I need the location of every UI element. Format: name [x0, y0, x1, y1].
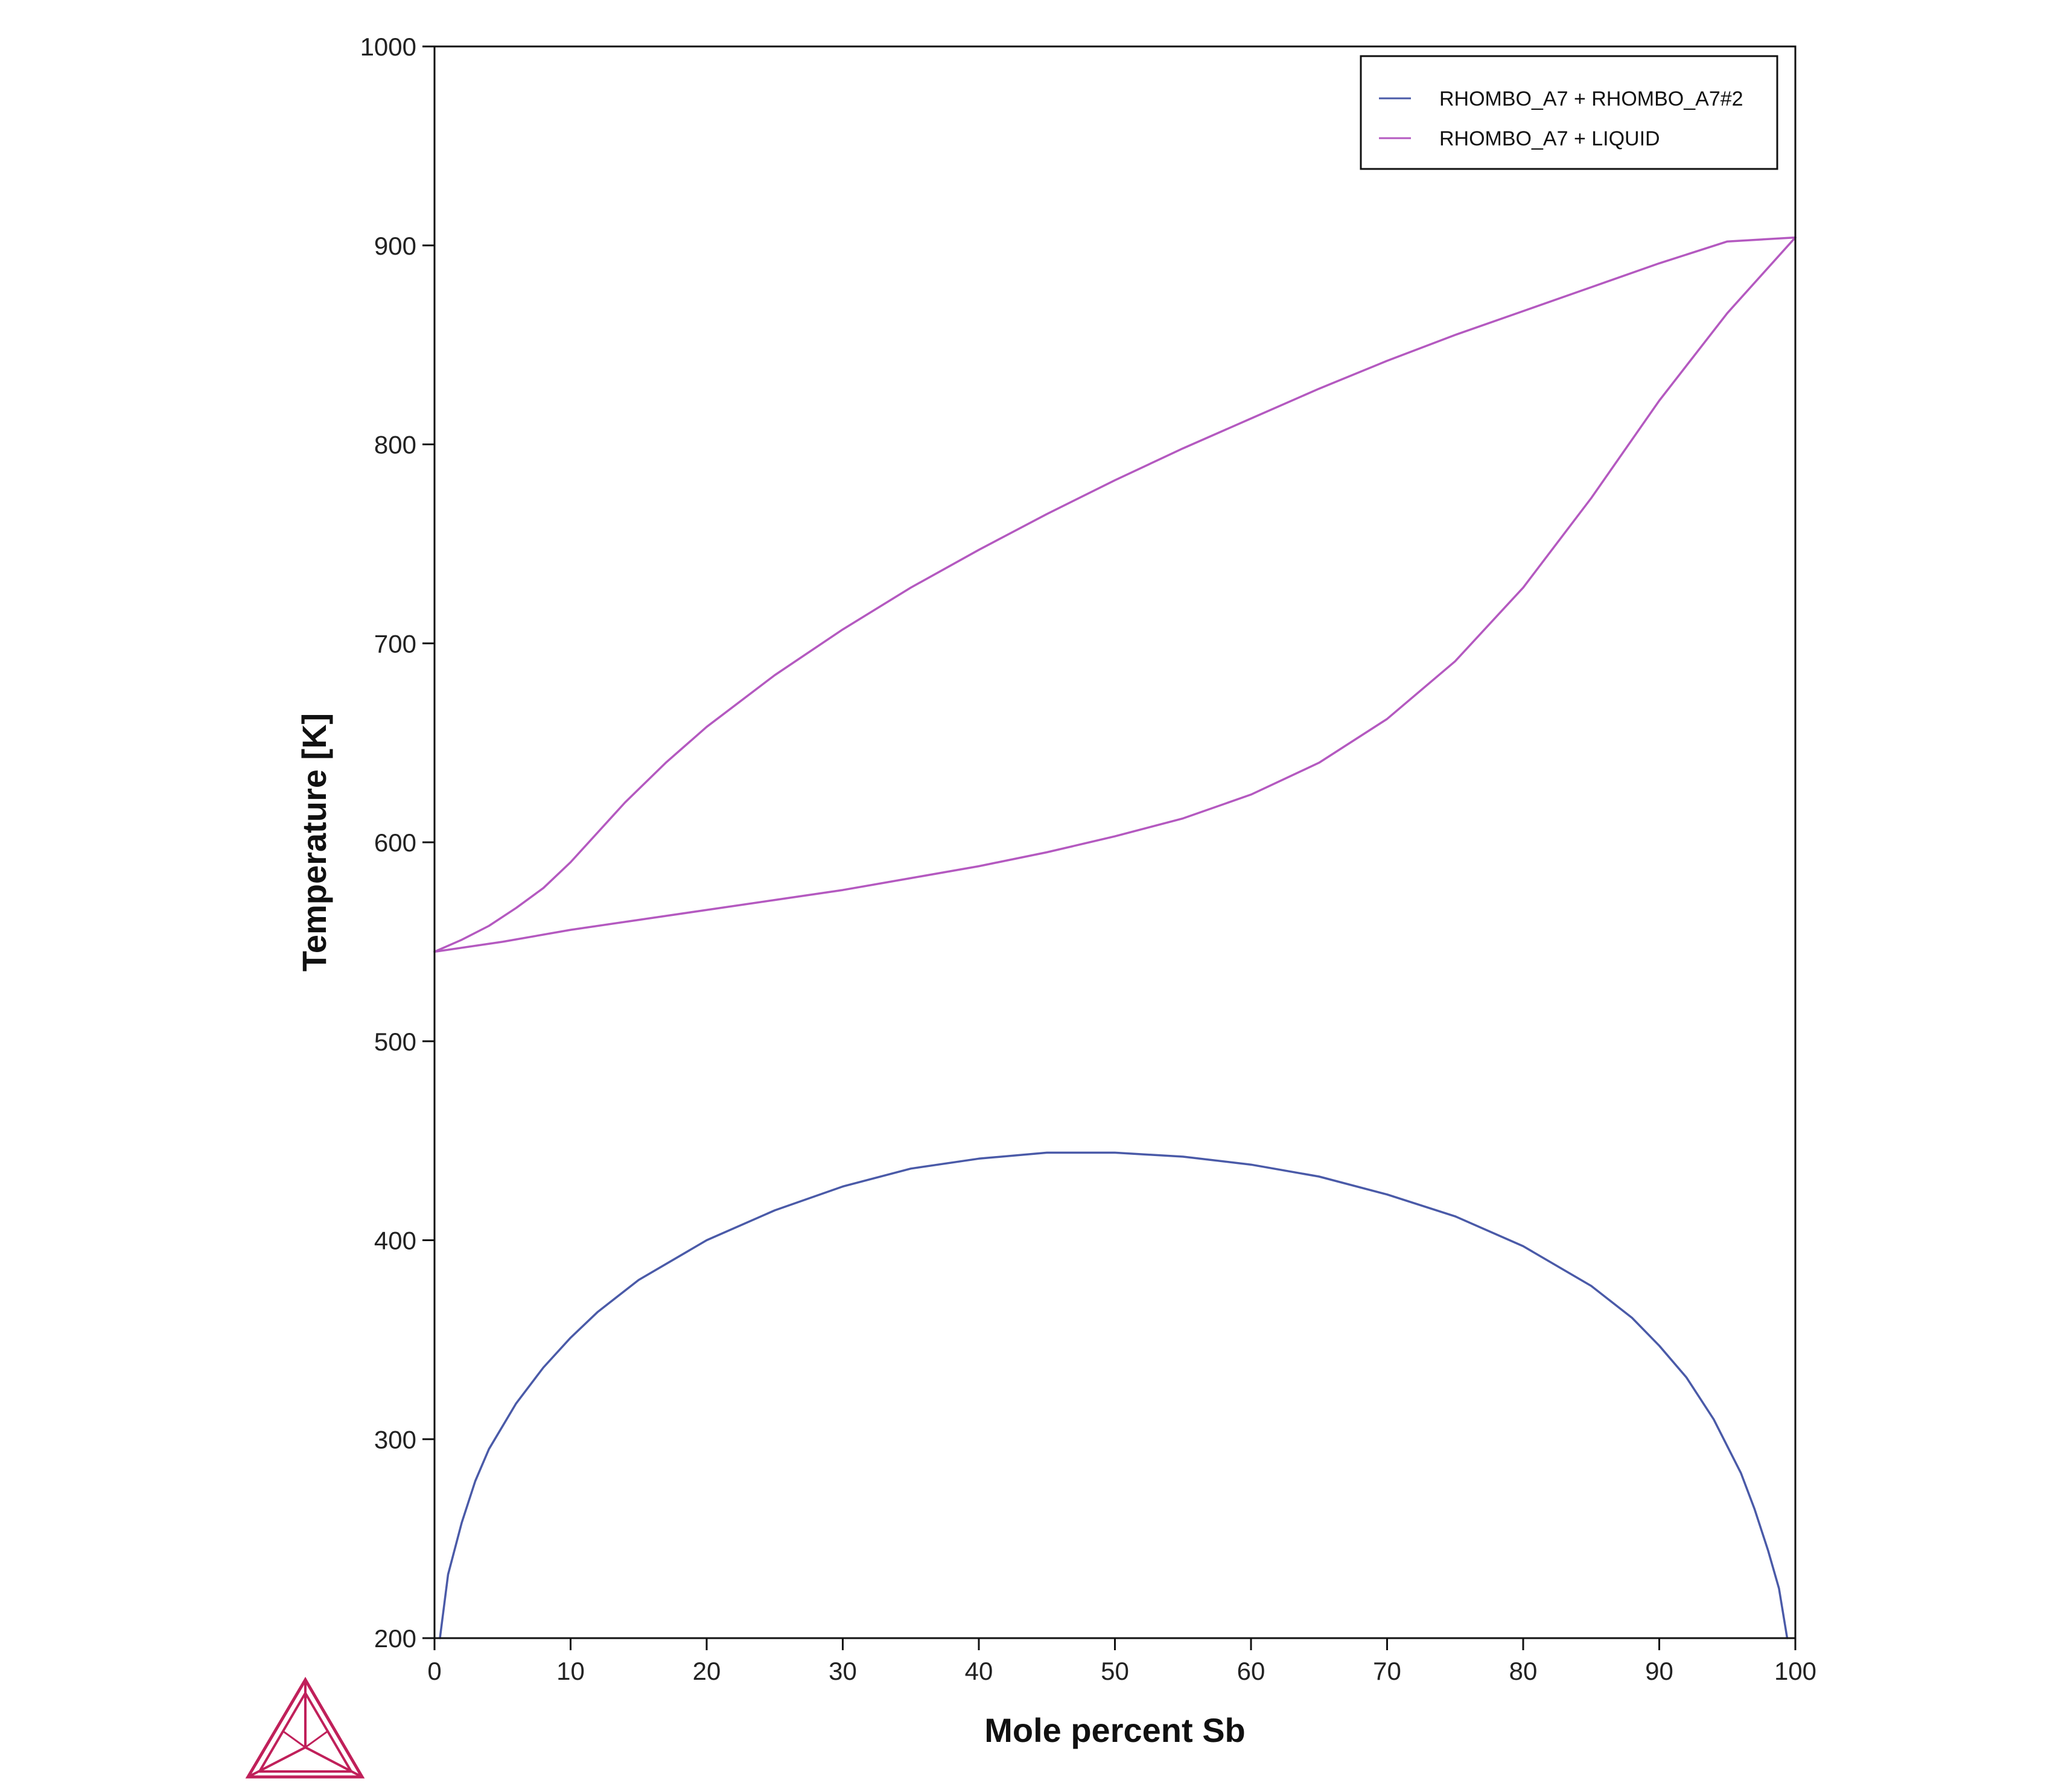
x-tick-label: 30 — [829, 1657, 857, 1685]
x-tick-label: 50 — [1101, 1657, 1129, 1685]
axis-ticks: 0 10 20 30 40 50 60 70 80 90 100 200 300 400 500 600 700… — [360, 33, 1816, 1685]
series-1-line-0 — [433, 236, 1797, 953]
legend-box — [1360, 55, 1778, 170]
series-1-line-1 — [433, 236, 1797, 953]
x-tick-label: 60 — [1237, 1657, 1265, 1685]
x-tick-label: 100 — [1774, 1657, 1816, 1685]
y-axis-title: Temperature [K] — [295, 713, 333, 971]
y-tick-label: 200 — [374, 1624, 416, 1653]
x-tick-label: 70 — [1373, 1657, 1401, 1685]
x-tick-label: 80 — [1509, 1657, 1538, 1685]
legend-entry-rhombo-rhombo2: RHOMBO_A7 + RHOMBO_A7#2 — [1439, 87, 1743, 110]
y-tick-label: 500 — [374, 1028, 416, 1056]
y-tick-label: 300 — [374, 1425, 416, 1454]
y-tick-label: 400 — [374, 1227, 416, 1255]
x-tick-label: 90 — [1645, 1657, 1673, 1685]
legend: RHOMBO_A7 + RHOMBO_A7#2 RHOMBO_A7 + LIQU… — [1360, 55, 1778, 170]
x-tick-label: 10 — [556, 1657, 585, 1685]
thermo-calc-logo-icon — [245, 1677, 365, 1779]
y-tick-label: 600 — [374, 828, 416, 857]
y-tick-label: 1000 — [360, 33, 416, 61]
series-layer — [433, 236, 1797, 1639]
y-tick-label: 800 — [374, 431, 416, 459]
y-tick-label: 700 — [374, 629, 416, 658]
y-tick-label: 900 — [374, 232, 416, 260]
plot-area-frame — [433, 45, 1797, 1639]
legend-entry-rhombo-liquid: RHOMBO_A7 + LIQUID — [1439, 127, 1660, 150]
x-tick-label: 20 — [693, 1657, 721, 1685]
x-axis-title: Mole percent Sb — [984, 1711, 1246, 1749]
series-0-line-0 — [439, 1151, 1789, 1639]
x-tick-label: 0 — [427, 1657, 441, 1685]
x-tick-label: 40 — [965, 1657, 993, 1685]
